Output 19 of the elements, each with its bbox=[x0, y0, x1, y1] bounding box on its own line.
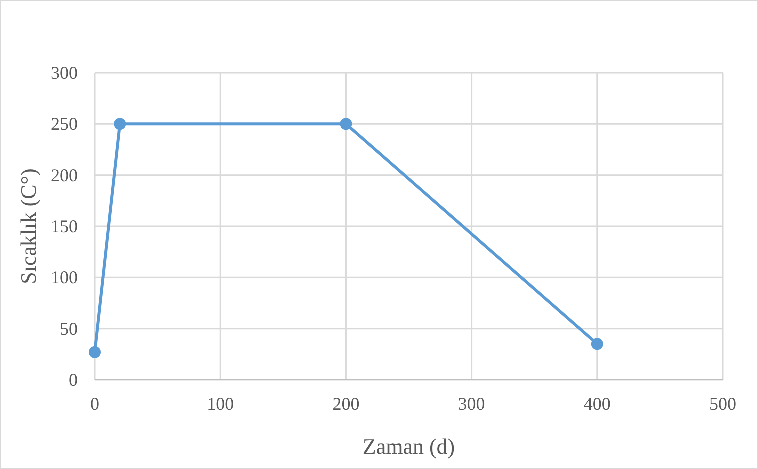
x-tick-label: 0 bbox=[90, 394, 100, 414]
y-tick-label: 0 bbox=[69, 370, 78, 390]
point bbox=[114, 118, 126, 130]
x-tick-label: 300 bbox=[458, 394, 486, 414]
y-tick-label: 200 bbox=[51, 165, 78, 186]
point bbox=[591, 338, 604, 350]
y-tick-label: 100 bbox=[51, 268, 78, 288]
y-axis-title: Sıcaklık (C°) bbox=[16, 168, 41, 284]
x-tick-label: 500 bbox=[710, 394, 736, 414]
y-tick-label: 50 bbox=[60, 318, 78, 339]
x-tick-label: 200 bbox=[332, 394, 360, 414]
x-axis-title: Zaman (d) bbox=[362, 434, 456, 459]
point bbox=[340, 118, 352, 130]
y-tick-label: 250 bbox=[51, 114, 78, 134]
y-tick-label: 150 bbox=[51, 216, 78, 236]
x-tick-label: 400 bbox=[584, 394, 611, 414]
point bbox=[89, 346, 101, 358]
y-tick-label: 300 bbox=[51, 63, 78, 83]
x-tick-label: 100 bbox=[207, 394, 234, 414]
